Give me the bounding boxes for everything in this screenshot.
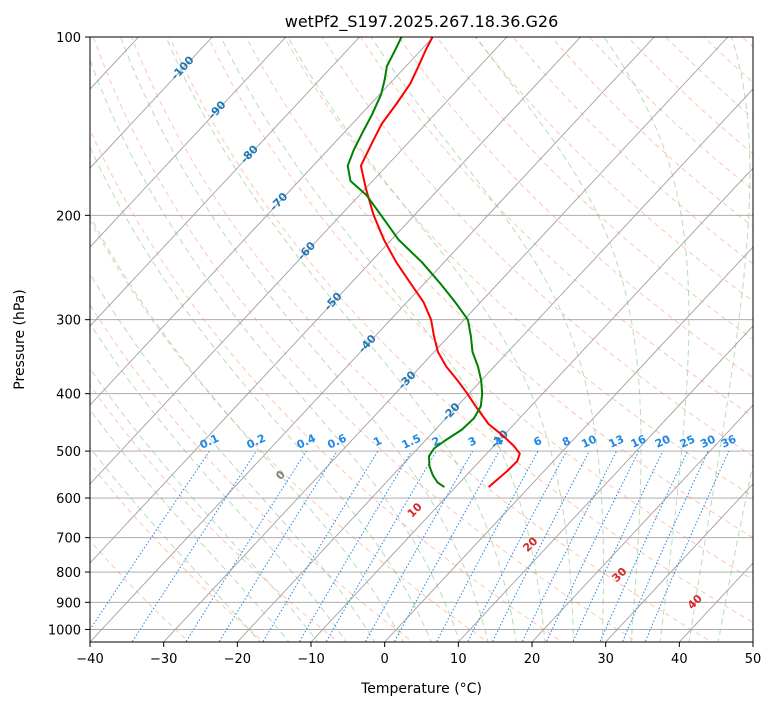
x-axis-ticks: −40 −30 −20 −10 0 10 20 30 40 50 bbox=[76, 642, 761, 667]
isotherm-line bbox=[384, 246, 753, 642]
mixing-ratio-line bbox=[435, 450, 539, 642]
mixing-ratio-line bbox=[185, 450, 307, 642]
dry-adiabat-line bbox=[283, 37, 753, 498]
y-tick-label: 700 bbox=[56, 532, 81, 547]
isotherm-line bbox=[90, 37, 581, 564]
dry-adiabat-line bbox=[245, 37, 753, 539]
y-tick-label: 200 bbox=[56, 209, 81, 224]
isotherm-line bbox=[90, 37, 287, 248]
isotherm-line bbox=[237, 88, 753, 642]
isotherm-line bbox=[310, 167, 753, 642]
mixing-ratio-line bbox=[491, 450, 590, 642]
x-tick-label: 20 bbox=[524, 652, 541, 667]
pressure-gridlines bbox=[90, 37, 753, 630]
dry-adiabat-line bbox=[398, 37, 753, 379]
mixing-ratio-label: 10 bbox=[579, 432, 599, 450]
x-tick-label: 40 bbox=[671, 652, 688, 667]
x-axis-title: Temperature (°C) bbox=[360, 681, 482, 697]
moist-adiabat-line bbox=[90, 214, 404, 642]
sounding-profiles bbox=[346, 37, 521, 488]
moist-adiabat-line bbox=[90, 145, 432, 642]
y-tick-label: 400 bbox=[56, 388, 81, 403]
isotherm-line bbox=[531, 404, 753, 642]
isotherm-line bbox=[458, 325, 753, 642]
isotherm-line bbox=[605, 483, 753, 642]
mixing-ratio-label: 20 bbox=[653, 432, 673, 450]
mixing-ratio-lines bbox=[90, 450, 730, 642]
mixing-ratio-line bbox=[298, 450, 413, 642]
y-tick-label: 1000 bbox=[48, 623, 81, 638]
y-axis-title: Pressure (hPa) bbox=[12, 289, 28, 389]
mixing-ratio-label: 16 bbox=[629, 432, 649, 450]
mixing-ratio-line bbox=[325, 450, 437, 642]
y-tick-label: 500 bbox=[56, 445, 81, 460]
y-tick-label: 800 bbox=[56, 566, 81, 581]
x-tick-label: −40 bbox=[76, 652, 103, 667]
dry-adiabat-line bbox=[90, 303, 414, 642]
mixing-ratio-label: 30 bbox=[698, 432, 718, 450]
plot-area: -100-90-80-70-60-50-40-30-20-100.1 0.2 0.4… bbox=[90, 37, 753, 642]
mixing-ratio-line bbox=[466, 450, 568, 642]
x-tick-label: 30 bbox=[597, 652, 614, 667]
x-tick-label: −30 bbox=[150, 652, 177, 667]
mixing-ratio-line bbox=[218, 450, 338, 642]
mixing-ratio-line bbox=[644, 450, 730, 642]
y-tick-label: 300 bbox=[56, 314, 81, 329]
mixing-ratio-line bbox=[521, 450, 618, 642]
x-tick-label: −10 bbox=[297, 652, 324, 667]
isotherm-line bbox=[163, 37, 729, 642]
x-tick-label: 0 bbox=[381, 652, 389, 667]
x-tick-label: 10 bbox=[450, 652, 467, 667]
mixing-ratio-label: 13 bbox=[607, 433, 626, 451]
y-axis-ticks: 1000 900 800 700 600 500 400 300 200 100 bbox=[48, 31, 90, 638]
x-tick-label: −20 bbox=[224, 652, 251, 667]
y-tick-label: 600 bbox=[56, 492, 81, 507]
x-tick-label: 50 bbox=[745, 652, 762, 667]
dewpoint-profile-line bbox=[346, 37, 484, 488]
mixing-ratio-line bbox=[131, 450, 257, 642]
temperature-profile-line bbox=[359, 37, 521, 488]
mixing-ratio-label: 36 bbox=[719, 432, 739, 450]
isotherms bbox=[90, 37, 753, 642]
mixing-ratio-line bbox=[572, 450, 664, 642]
isotherm-line bbox=[90, 37, 213, 169]
mixing-ratio-line bbox=[545, 450, 640, 642]
mixing-ratio-line bbox=[262, 450, 379, 642]
mixing-ratio-line bbox=[90, 450, 211, 631]
mixing-ratio-line bbox=[599, 450, 689, 642]
y-tick-label: 900 bbox=[56, 596, 81, 611]
isotherm-line bbox=[90, 37, 434, 406]
y-tick-label: 100 bbox=[56, 31, 81, 46]
dry-adiabat-line bbox=[321, 37, 753, 457]
mixing-ratio-line bbox=[621, 450, 709, 642]
dry-adiabat-line bbox=[92, 37, 638, 642]
isotherm-line bbox=[90, 37, 655, 642]
isotherm-line bbox=[90, 37, 360, 327]
chart-title: wetPf2_S197.2025.267.18.36.G26 bbox=[285, 12, 559, 32]
mixing-ratio-label: 25 bbox=[678, 433, 697, 451]
plot-frame bbox=[89, 36, 754, 643]
dry-adiabat-line bbox=[90, 219, 489, 642]
isotherm-line bbox=[90, 37, 508, 485]
